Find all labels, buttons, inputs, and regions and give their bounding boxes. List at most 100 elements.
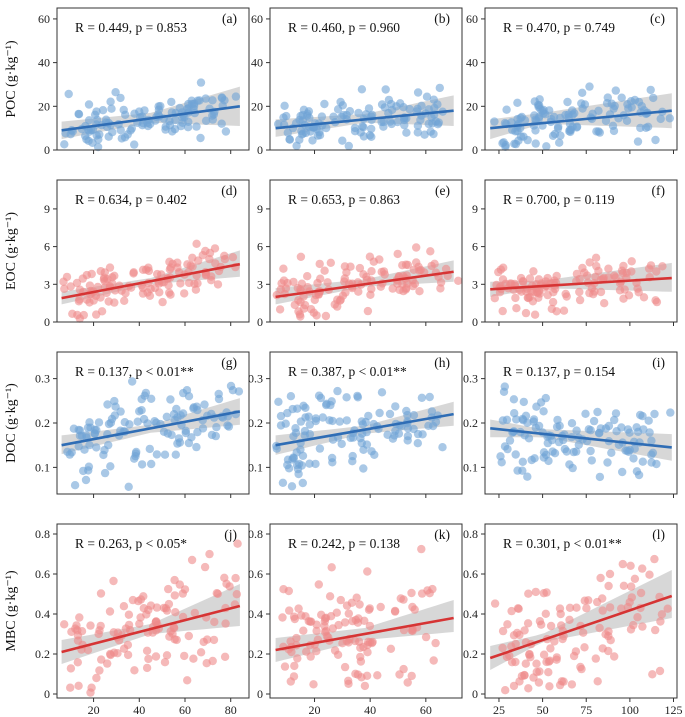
scatter-point [556,609,565,619]
scatter-point [193,428,202,437]
scatter-point [78,274,88,283]
scatter-point [205,549,214,559]
plot-frame [484,179,678,323]
scatter-point [524,589,533,598]
y-tick-label: 0.8 [463,527,478,541]
scatter-point [137,395,146,404]
scatter-point [338,101,347,110]
scatter-point [113,649,122,658]
scatter-point [503,444,512,454]
regression-line [490,276,672,291]
x-tick-label: 50 [537,703,549,717]
scatter-point [274,397,283,406]
y-tick-label: 0.3 [463,372,478,386]
scatter-point [556,131,565,140]
scatter-point [559,306,569,315]
scatter-point [99,275,109,284]
y-tick-label: 0 [44,687,50,701]
scatter-point [569,651,579,661]
scatter-point [325,592,335,601]
scatter-point [627,103,636,112]
y-tick-label: 0.2 [463,647,478,661]
plot-frame [484,7,678,151]
scatter-point [184,278,194,288]
scatter-point [201,116,211,126]
scatter-point [618,559,627,569]
scatter-point [117,286,126,295]
scatter-point [512,304,521,313]
scatter-point [335,417,344,426]
scatter-point [214,389,223,399]
scatter-point [645,428,654,437]
y-tick-label: 3 [472,277,478,291]
scatter-point [327,563,336,572]
scatter-point [342,393,351,402]
scatter-point [511,450,520,459]
scatter-point [87,269,96,279]
scatter-point [490,599,500,608]
scatter-point [285,606,294,615]
scatter-point [644,416,653,425]
y-tick-label: 40 [38,56,50,70]
scatter-point [367,124,376,134]
scatter-point [320,99,329,109]
scatter-point [554,437,564,447]
scatter-point [494,267,503,277]
y-tick-label: 3 [257,277,263,291]
scatter-point [92,673,101,683]
scatter-point [619,581,629,590]
scatter-point [548,131,558,140]
scatter-point [312,626,321,636]
scatter-point [280,101,289,111]
scatter-point [596,287,606,297]
scatter-point [539,407,548,416]
scatter-point [569,447,578,457]
scatter-point [280,662,290,671]
scatter-point [409,411,419,420]
scatter-point [590,287,599,296]
scatter-point [557,621,566,630]
scatter-point [360,681,370,691]
scatter-point [519,397,528,407]
scatter-point [421,632,431,642]
scatter-point [531,139,540,148]
scatter-point [196,133,205,143]
scatter-point [499,387,509,396]
scatter-point [558,634,567,644]
scatter-point [610,415,619,425]
scatter-point [627,582,636,591]
scatter-point [498,416,508,425]
scatter-point [606,636,615,645]
scatter-point [348,451,357,461]
scatter-point [523,135,532,145]
scatter-point [632,423,641,432]
scatter-point [326,258,335,267]
y-tick-label: 0.1 [35,460,50,474]
scatter-point [656,114,665,124]
scatter-point [143,121,153,131]
scatter-point [348,616,357,626]
scatter-point [412,243,421,252]
scatter-point [97,655,106,664]
scatter-point [391,402,400,411]
scatter-point [189,101,199,111]
scatter-point [588,109,597,119]
scatter-point [304,412,313,421]
scatter-point [652,297,662,307]
scatter-point [344,141,353,151]
y-tick-label: 0.4 [248,607,263,621]
scatter-point [417,101,426,111]
x-tick-label: 20 [309,703,321,717]
scatter-point [525,274,535,283]
scatter-point [611,409,621,418]
scatter-point [624,447,633,456]
y-tick-label: 9 [472,202,478,216]
regression-line [275,412,454,447]
panel-label: (l) [652,527,665,542]
panel-label: (d) [221,183,237,198]
scatter-point [162,412,171,421]
scatter-point [501,279,510,288]
scatter-point [585,258,594,267]
panel-a: 0 20 40 60 R = 0.449, p = 0.853 (a) POC (g·kg⁻… [4,7,250,157]
scatter-point [313,278,322,288]
